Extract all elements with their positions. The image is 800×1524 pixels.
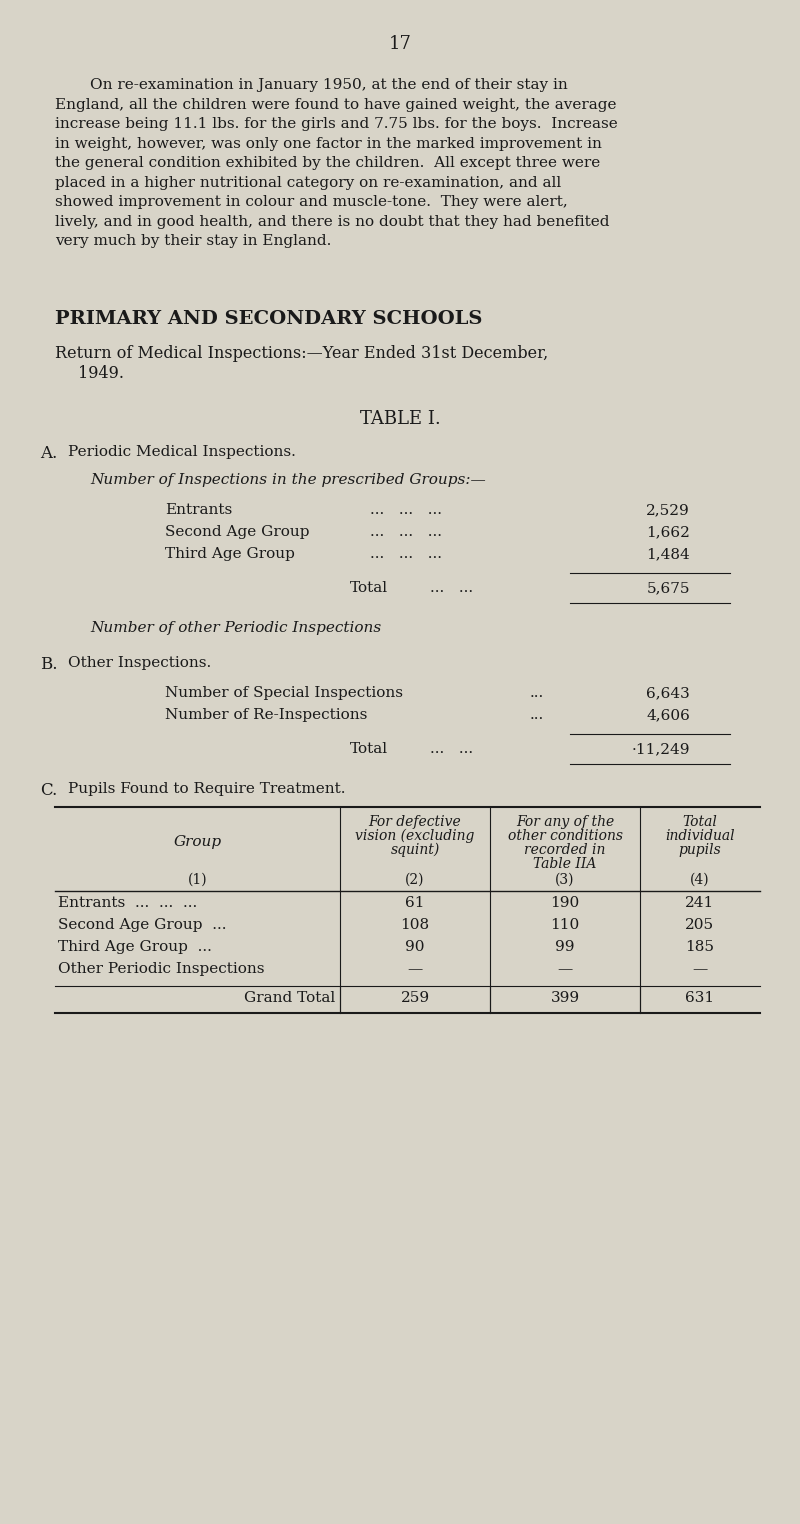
Text: Total: Total xyxy=(350,581,388,594)
Text: 99: 99 xyxy=(555,940,574,954)
Text: England, all the children were found to have gained weight, the average: England, all the children were found to … xyxy=(55,98,617,111)
Text: Third Age Group  ...: Third Age Group ... xyxy=(58,940,212,954)
Text: ...: ... xyxy=(530,686,544,700)
Text: 108: 108 xyxy=(401,917,430,933)
Text: Total: Total xyxy=(350,742,388,756)
Text: 185: 185 xyxy=(686,940,714,954)
Text: Other Periodic Inspections: Other Periodic Inspections xyxy=(58,962,265,975)
Text: —: — xyxy=(558,962,573,975)
Text: 110: 110 xyxy=(550,917,580,933)
Text: B.: B. xyxy=(40,655,58,674)
Text: Periodic Medical Inspections.: Periodic Medical Inspections. xyxy=(68,445,296,459)
Text: (1): (1) xyxy=(188,873,207,887)
Text: Return of Medical Inspections:—Year Ended 31st December,: Return of Medical Inspections:—Year Ende… xyxy=(55,344,548,363)
Text: Total: Total xyxy=(682,815,718,829)
Text: Pupils Found to Require Treatment.: Pupils Found to Require Treatment. xyxy=(68,782,346,796)
Text: Number of Re-Inspections: Number of Re-Inspections xyxy=(165,709,367,722)
Text: 5,675: 5,675 xyxy=(646,581,690,594)
Text: Entrants  ...  ...  ...: Entrants ... ... ... xyxy=(58,896,198,910)
Text: 61: 61 xyxy=(406,896,425,910)
Text: 205: 205 xyxy=(686,917,714,933)
Text: 2,529: 2,529 xyxy=(646,503,690,517)
Text: in weight, however, was only one factor in the marked improvement in: in weight, however, was only one factor … xyxy=(55,137,602,151)
Text: ...   ...: ... ... xyxy=(430,742,473,756)
Text: individual: individual xyxy=(665,829,735,843)
Text: ...: ... xyxy=(530,709,544,722)
Text: C.: C. xyxy=(40,782,58,799)
Text: 1949.: 1949. xyxy=(78,366,124,383)
Text: the general condition exhibited by the children.  All except three were: the general condition exhibited by the c… xyxy=(55,155,600,171)
Text: vision (excluding: vision (excluding xyxy=(355,829,474,843)
Text: recorded in: recorded in xyxy=(524,843,606,856)
Text: 259: 259 xyxy=(401,991,430,1004)
Text: (3): (3) xyxy=(555,873,574,887)
Text: For defective: For defective xyxy=(369,815,462,829)
Text: ·11,249: ·11,249 xyxy=(631,742,690,756)
Text: 241: 241 xyxy=(686,896,714,910)
Text: Number of Inspections in the prescribed Groups:—: Number of Inspections in the prescribed … xyxy=(90,472,486,488)
Text: Entrants: Entrants xyxy=(165,503,232,517)
Text: 631: 631 xyxy=(686,991,714,1004)
Text: other conditions: other conditions xyxy=(507,829,622,843)
Text: —: — xyxy=(407,962,422,975)
Text: very much by their stay in England.: very much by their stay in England. xyxy=(55,235,331,248)
Text: —: — xyxy=(692,962,708,975)
Text: Group: Group xyxy=(174,835,222,849)
Text: 17: 17 xyxy=(389,35,411,53)
Text: On re-examination in January 1950, at the end of their stay in: On re-examination in January 1950, at th… xyxy=(90,78,568,91)
Text: For any of the: For any of the xyxy=(516,815,614,829)
Text: 399: 399 xyxy=(550,991,579,1004)
Text: placed in a higher nutritional category on re-examination, and all: placed in a higher nutritional category … xyxy=(55,175,562,189)
Text: ...   ...   ...: ... ... ... xyxy=(370,524,442,539)
Text: showed improvement in colour and muscle-tone.  They were alert,: showed improvement in colour and muscle-… xyxy=(55,195,568,209)
Text: A.: A. xyxy=(40,445,58,462)
Text: Number of Special Inspections: Number of Special Inspections xyxy=(165,686,403,700)
Text: TABLE I.: TABLE I. xyxy=(360,410,440,428)
Text: Other Inspections.: Other Inspections. xyxy=(68,655,211,671)
Text: increase being 11.1 lbs. for the girls and 7.75 lbs. for the boys.  Increase: increase being 11.1 lbs. for the girls a… xyxy=(55,117,618,131)
Text: 1,484: 1,484 xyxy=(646,547,690,561)
Text: Grand Total: Grand Total xyxy=(244,991,335,1004)
Text: PRIMARY AND SECONDARY SCHOOLS: PRIMARY AND SECONDARY SCHOOLS xyxy=(55,309,482,328)
Text: lively, and in good health, and there is no doubt that they had benefited: lively, and in good health, and there is… xyxy=(55,215,610,229)
Text: 6,643: 6,643 xyxy=(646,686,690,700)
Text: Second Age Group: Second Age Group xyxy=(165,524,310,539)
Text: Table IIA: Table IIA xyxy=(534,856,597,872)
Text: (4): (4) xyxy=(690,873,710,887)
Text: 4,606: 4,606 xyxy=(646,709,690,722)
Text: (2): (2) xyxy=(406,873,425,887)
Text: Second Age Group  ...: Second Age Group ... xyxy=(58,917,226,933)
Text: pupils: pupils xyxy=(678,843,722,856)
Text: ...   ...: ... ... xyxy=(430,581,473,594)
Text: ...   ...   ...: ... ... ... xyxy=(370,503,442,517)
Text: Third Age Group: Third Age Group xyxy=(165,547,295,561)
Text: 190: 190 xyxy=(550,896,580,910)
Text: Number of other Periodic Inspections: Number of other Periodic Inspections xyxy=(90,620,382,636)
Text: 1,662: 1,662 xyxy=(646,524,690,539)
Text: 90: 90 xyxy=(406,940,425,954)
Text: squint): squint) xyxy=(390,843,440,858)
Text: ...   ...   ...: ... ... ... xyxy=(370,547,442,561)
